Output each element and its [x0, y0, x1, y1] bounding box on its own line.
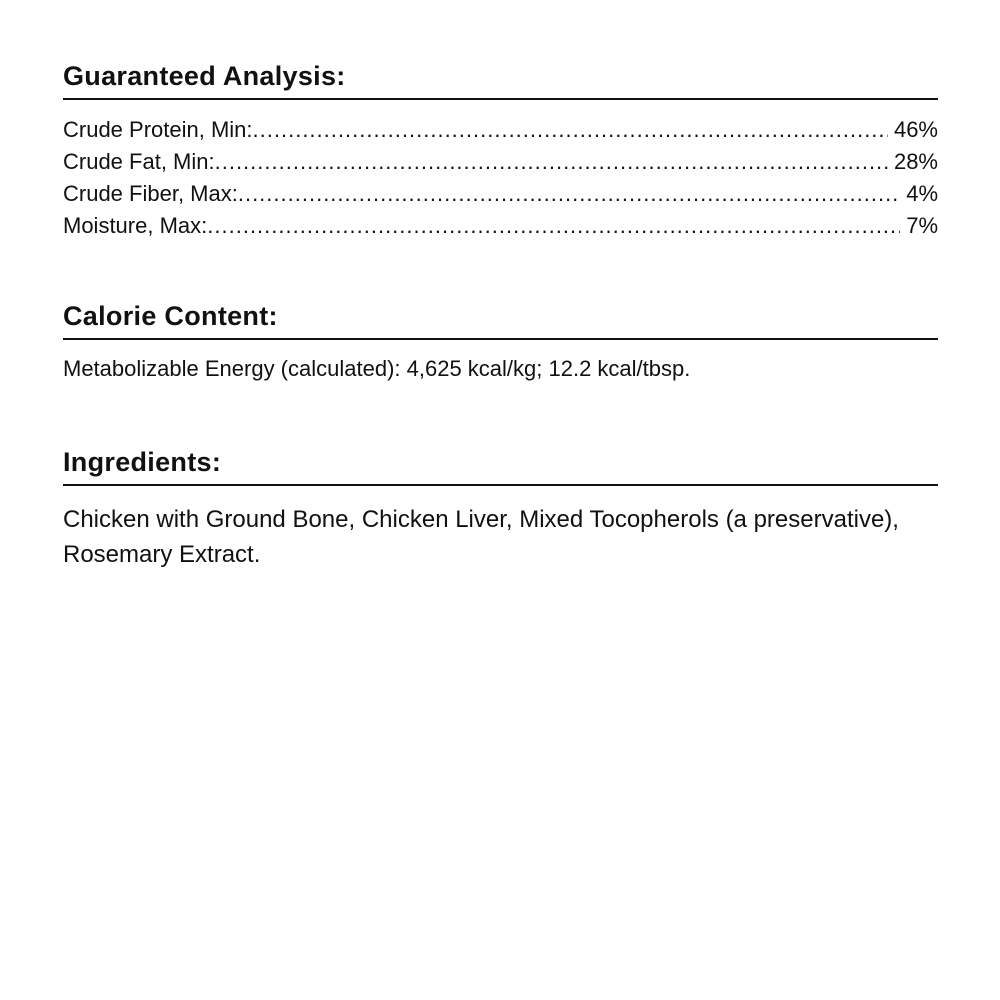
dot-leader — [207, 210, 900, 242]
row-label: Crude Fiber, Max: — [63, 181, 238, 206]
row-label: Crude Fat, Min: — [63, 149, 215, 174]
row-label: Crude Protein, Min: — [63, 117, 253, 142]
row-value: 46% — [893, 117, 938, 142]
dot-leader — [215, 146, 888, 178]
ingredients-text: Chicken with Ground Bone, Chicken Liver,… — [63, 506, 899, 568]
section-title: Guaranteed Analysis: — [63, 60, 938, 100]
section-title: Ingredients: — [63, 446, 938, 486]
calorie-text: Metabolizable Energy (calculated): 4,625… — [63, 356, 691, 381]
row-value: 7% — [906, 213, 938, 238]
guaranteed-analysis-section: Guaranteed Analysis: Crude Protein, Min:… — [63, 60, 938, 242]
calorie-content-section: Calorie Content: Metabolizable Energy (c… — [63, 300, 938, 386]
row-value: 4% — [906, 181, 938, 206]
analysis-row: Crude Fat, Min: 28% — [63, 146, 938, 178]
row-label: Moisture, Max: — [63, 213, 208, 238]
ingredients-section: Ingredients: Chicken with Ground Bone, C… — [63, 446, 938, 572]
analysis-row: Crude Protein, Min: 46% — [63, 114, 938, 146]
row-value: 28% — [893, 149, 938, 174]
dot-leader — [253, 114, 888, 146]
dot-leader — [238, 178, 900, 210]
section-title: Calorie Content: — [63, 300, 938, 340]
analysis-row: Crude Fiber, Max: 4% — [63, 178, 938, 210]
analysis-row: Moisture, Max: 7% — [63, 210, 938, 242]
